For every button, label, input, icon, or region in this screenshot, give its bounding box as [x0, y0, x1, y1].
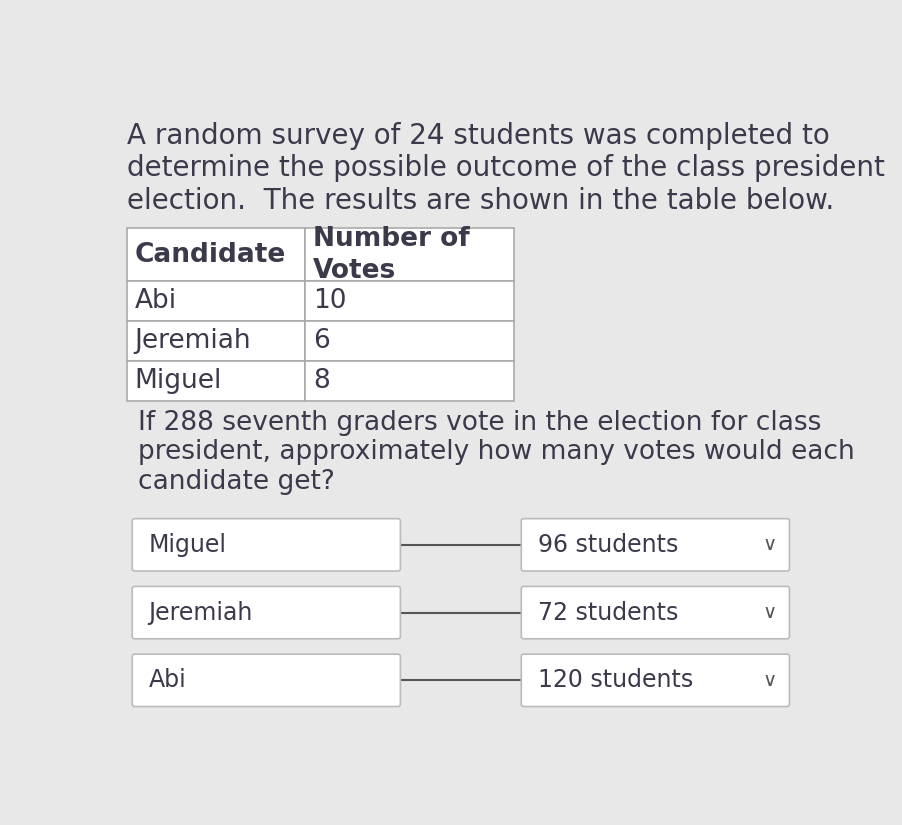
Bar — [126, 321, 305, 361]
FancyBboxPatch shape — [132, 519, 400, 571]
Text: Miguel: Miguel — [148, 533, 226, 557]
Text: candidate get?: candidate get? — [137, 469, 334, 495]
Text: Miguel: Miguel — [134, 368, 222, 394]
Text: A random survey of 24 students was completed to: A random survey of 24 students was compl… — [126, 122, 829, 150]
Bar — [305, 280, 514, 321]
Text: Abi: Abi — [134, 288, 177, 314]
Text: president, approximately how many votes would each: president, approximately how many votes … — [137, 440, 853, 465]
Bar — [126, 361, 305, 401]
FancyBboxPatch shape — [132, 587, 400, 639]
Text: 8: 8 — [312, 368, 329, 394]
Bar — [305, 229, 514, 280]
Text: Candidate: Candidate — [134, 242, 286, 267]
Text: ∨: ∨ — [762, 603, 777, 622]
Text: 120 students: 120 students — [537, 668, 692, 692]
FancyBboxPatch shape — [132, 654, 400, 706]
Text: ∨: ∨ — [762, 535, 777, 554]
FancyBboxPatch shape — [520, 519, 788, 571]
Text: Jeremiah: Jeremiah — [148, 601, 253, 625]
Text: Jeremiah: Jeremiah — [134, 328, 251, 354]
FancyBboxPatch shape — [520, 587, 788, 639]
Text: 96 students: 96 students — [537, 533, 677, 557]
Bar — [126, 229, 305, 280]
Bar — [305, 321, 514, 361]
Bar — [126, 280, 305, 321]
Text: Number of
Votes: Number of Votes — [312, 225, 469, 284]
Text: If 288 seventh graders vote in the election for class: If 288 seventh graders vote in the elect… — [137, 410, 820, 436]
Text: 72 students: 72 students — [537, 601, 677, 625]
Text: Abi: Abi — [148, 668, 186, 692]
Text: election.  The results are shown in the table below.: election. The results are shown in the t… — [126, 186, 833, 215]
Bar — [305, 361, 514, 401]
Text: determine the possible outcome of the class president: determine the possible outcome of the cl… — [126, 154, 884, 182]
Text: ∨: ∨ — [762, 671, 777, 690]
Text: 6: 6 — [312, 328, 329, 354]
Text: 10: 10 — [312, 288, 346, 314]
FancyBboxPatch shape — [520, 654, 788, 706]
